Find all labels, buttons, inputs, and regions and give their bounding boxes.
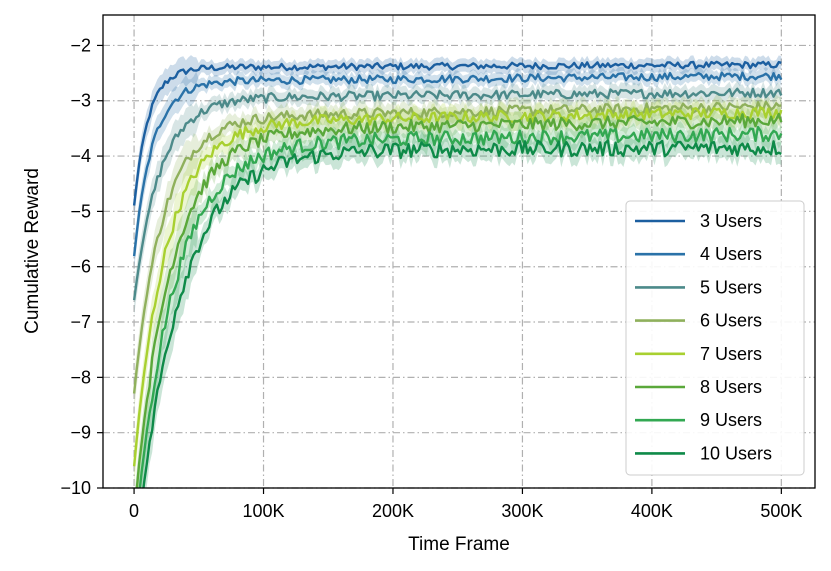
y-tick-label: −7 [70, 312, 91, 332]
series-band-3-users [134, 55, 782, 219]
legend-label: 9 Users [700, 410, 762, 430]
legend-label: 3 Users [700, 211, 762, 231]
x-tick-label: 0 [129, 501, 139, 521]
series-line-8-users [135, 112, 783, 488]
plot-frame [102, 14, 816, 489]
x-tick-label: 300K [501, 501, 543, 521]
y-tick-label: −6 [70, 257, 91, 277]
legend-label: 4 Users [700, 244, 762, 264]
legend-label: 10 Users [700, 443, 772, 463]
y-tick-label: −8 [70, 367, 91, 387]
y-tick-label: −3 [70, 91, 91, 111]
y-tick-label: −10 [60, 478, 91, 498]
legend-label: 8 Users [700, 377, 762, 397]
y-tick-label: −4 [70, 146, 91, 166]
y-axis-label: Cumulative Reward [22, 168, 43, 334]
series-line-7-users [132, 106, 783, 467]
y-tick-label: −9 [70, 423, 91, 443]
y-tick-label: −5 [70, 201, 91, 221]
legend-label: 7 Users [700, 344, 762, 364]
x-tick-label: 500K [760, 501, 802, 521]
y-tick-label: −2 [70, 35, 91, 55]
x-axis-label: Time Frame [408, 534, 510, 555]
x-tick-label: 400K [631, 501, 673, 521]
series-line-4-users [132, 71, 783, 257]
legend: 3 Users 4 Users 5 Users 6 Users 7 Users 8 Use… [625, 200, 805, 476]
legend-label: 5 Users [700, 277, 762, 297]
series-line-10-users [142, 139, 782, 488]
series-line-9-users [138, 125, 783, 488]
x-tick-label: 200K [372, 501, 414, 521]
series-line-3-users [132, 60, 782, 206]
series-line-6-users [132, 100, 782, 394]
series-lines [132, 60, 783, 488]
x-tick-label: 100K [243, 501, 285, 521]
legend-box [625, 200, 805, 476]
series-line-5-users [132, 87, 783, 301]
legend-label: 6 Users [700, 311, 762, 331]
axis-ticks: 0 100K 200K 300K 400K 500K −10 −9 −8 −7 −6 −5 −4 −3 −2 [60, 35, 802, 521]
